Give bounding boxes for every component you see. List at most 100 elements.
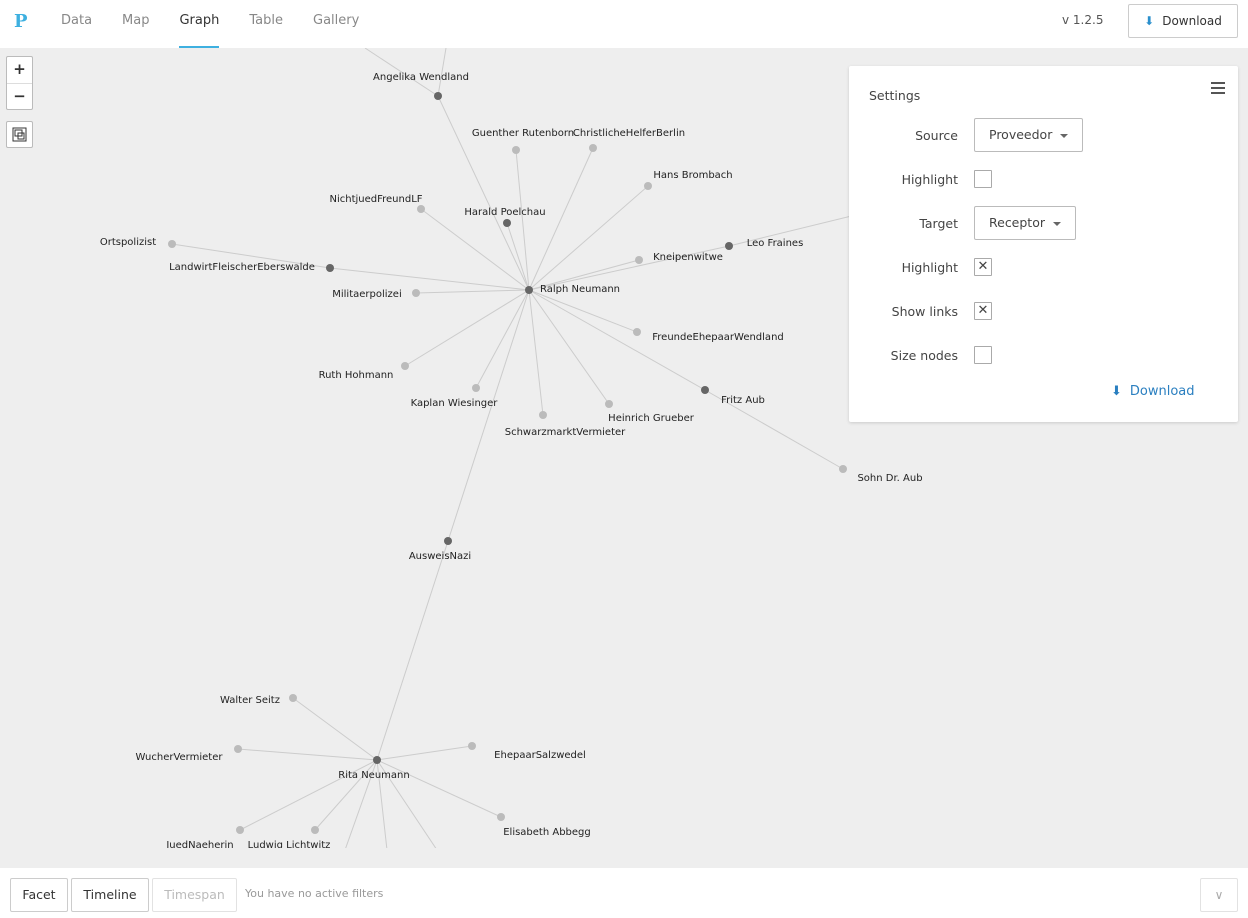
- graph-node[interactable]: [468, 742, 476, 750]
- graph-node-label: NichtjuedFreundLF: [329, 194, 422, 205]
- graph-link: [237, 748, 378, 761]
- download-button[interactable]: ⬇ Download: [1128, 4, 1238, 38]
- graph-node[interactable]: [539, 411, 547, 419]
- graph-node-label: Guenther Rutenborn: [472, 128, 574, 139]
- graph-link: [528, 289, 610, 405]
- graph-link: [528, 147, 594, 291]
- graph-node-label: Leo Fraines: [747, 238, 804, 249]
- tab-map[interactable]: Map: [122, 13, 150, 28]
- graph-node[interactable]: [503, 219, 511, 227]
- graph-node[interactable]: [412, 289, 420, 297]
- graph-node-label: AusweisNazi: [409, 551, 471, 562]
- chevron-down-icon[interactable]: ∨: [1200, 878, 1238, 912]
- graph-node-label: Kneipenwitwe: [653, 252, 723, 263]
- graph-node[interactable]: [644, 182, 652, 190]
- settings-download-button[interactable]: ⬇ Download: [1111, 384, 1195, 399]
- graph-node[interactable]: [635, 256, 643, 264]
- facet-button[interactable]: Facet: [10, 878, 68, 912]
- graph-link: [528, 289, 638, 333]
- download-label: Download: [1162, 14, 1222, 28]
- menu-icon[interactable]: [1211, 82, 1225, 97]
- graph-node[interactable]: [444, 537, 452, 545]
- graph-node[interactable]: [434, 92, 442, 100]
- tab-data[interactable]: Data: [61, 13, 93, 28]
- graph-node-label: Heinrich Grueber: [608, 413, 695, 424]
- timeline-button[interactable]: Timeline: [71, 878, 149, 912]
- filter-bar: Facet Timeline Timespan You have no acti…: [0, 868, 1248, 918]
- graph-link: [171, 243, 331, 269]
- target-highlight-row: Highlight ✕: [849, 250, 1238, 284]
- show-links-checkbox[interactable]: ✕: [974, 302, 992, 320]
- tab-gallery[interactable]: Gallery: [313, 13, 360, 28]
- graph-node[interactable]: [633, 328, 641, 336]
- graph-link: [704, 389, 844, 470]
- graph-node-label: Harald Poelchau: [464, 207, 545, 218]
- size-nodes-row: Size nodes: [849, 338, 1238, 372]
- graph-node-label: Fritz Aub: [721, 395, 765, 406]
- graph-node[interactable]: [289, 694, 297, 702]
- top-nav: P Data Map Graph Table Gallery v 1.2.5 ⬇…: [0, 0, 1248, 48]
- zoom-controls: + −: [6, 56, 33, 110]
- graph-node-label: Hans Brombach: [653, 170, 732, 181]
- graph-node-label: Ortspolizist: [100, 237, 156, 248]
- graph-link: [404, 289, 530, 367]
- graph-node[interactable]: [373, 756, 381, 764]
- graph-node[interactable]: [311, 826, 319, 834]
- graph-node[interactable]: [725, 242, 733, 250]
- graph-node[interactable]: [605, 400, 613, 408]
- timespan-button[interactable]: Timespan: [152, 878, 237, 912]
- download-icon: ⬇: [1144, 14, 1155, 28]
- tab-table[interactable]: Table: [249, 13, 283, 28]
- graph-link: [475, 289, 530, 389]
- graph-node-label: JuedNaeherin: [165, 840, 233, 851]
- graph-link: [329, 267, 530, 291]
- settings-panel: Settings Source Proveedor Highlight Targ…: [849, 66, 1238, 422]
- tab-graph[interactable]: Graph: [164, 0, 234, 48]
- graph-link: [314, 759, 378, 831]
- target-select[interactable]: Receptor: [974, 206, 1076, 240]
- source-highlight-label: Highlight: [901, 172, 958, 187]
- graph-link: [376, 540, 449, 761]
- caret-down-icon: [1060, 133, 1069, 138]
- version-label: v 1.2.5: [1062, 13, 1104, 27]
- graph-node-label: LandwirtFleischerEberswalde: [169, 262, 315, 273]
- graph-node[interactable]: [326, 264, 334, 272]
- graph-node[interactable]: [589, 144, 597, 152]
- source-highlight-row: Highlight: [849, 162, 1238, 196]
- target-label: Target: [919, 216, 958, 231]
- graph-link: [376, 759, 437, 848]
- graph-node-label: Ludwig Lichtwitz: [248, 840, 331, 851]
- graph-node[interactable]: [472, 384, 480, 392]
- graph-canvas[interactable]: Angelika Wendland Guenther Rutenborn Chris…: [0, 48, 1248, 868]
- show-links-label: Show links: [891, 304, 958, 319]
- graph-node-label: Sohn Dr. Aub: [857, 473, 922, 484]
- source-select[interactable]: Proveedor: [974, 118, 1084, 152]
- graph-node-label: Angelika Wendland: [373, 72, 469, 83]
- graph-node[interactable]: [512, 146, 520, 154]
- graph-node[interactable]: [401, 362, 409, 370]
- graph-link: [447, 289, 530, 542]
- graph-link: [376, 759, 388, 848]
- download-icon: ⬇: [1111, 384, 1122, 399]
- graph-node[interactable]: [234, 745, 242, 753]
- graph-node[interactable]: [497, 813, 505, 821]
- graph-node[interactable]: [839, 465, 847, 473]
- graph-node[interactable]: [417, 205, 425, 213]
- fit-to-screen-icon: [12, 127, 27, 142]
- graph-node-label: Militaerpolizei: [332, 289, 401, 300]
- graph-node[interactable]: [236, 826, 244, 834]
- target-highlight-checkbox[interactable]: ✕: [974, 258, 992, 276]
- app-logo[interactable]: P: [14, 11, 28, 32]
- fit-to-screen-button[interactable]: [6, 121, 33, 148]
- caret-down-icon: [1053, 221, 1061, 226]
- source-highlight-checkbox[interactable]: [974, 170, 992, 188]
- zoom-out-button[interactable]: −: [7, 83, 32, 109]
- graph-node[interactable]: [701, 386, 709, 394]
- zoom-in-button[interactable]: +: [13, 60, 26, 78]
- size-nodes-checkbox[interactable]: [974, 346, 992, 364]
- network-graph[interactable]: Angelika Wendland Guenther RutenbornChris…: [0, 48, 1248, 868]
- graph-node[interactable]: [525, 286, 533, 294]
- graph-link: [528, 289, 544, 416]
- graph-node[interactable]: [168, 240, 176, 248]
- graph-node-label: Kaplan Wiesinger: [411, 398, 499, 409]
